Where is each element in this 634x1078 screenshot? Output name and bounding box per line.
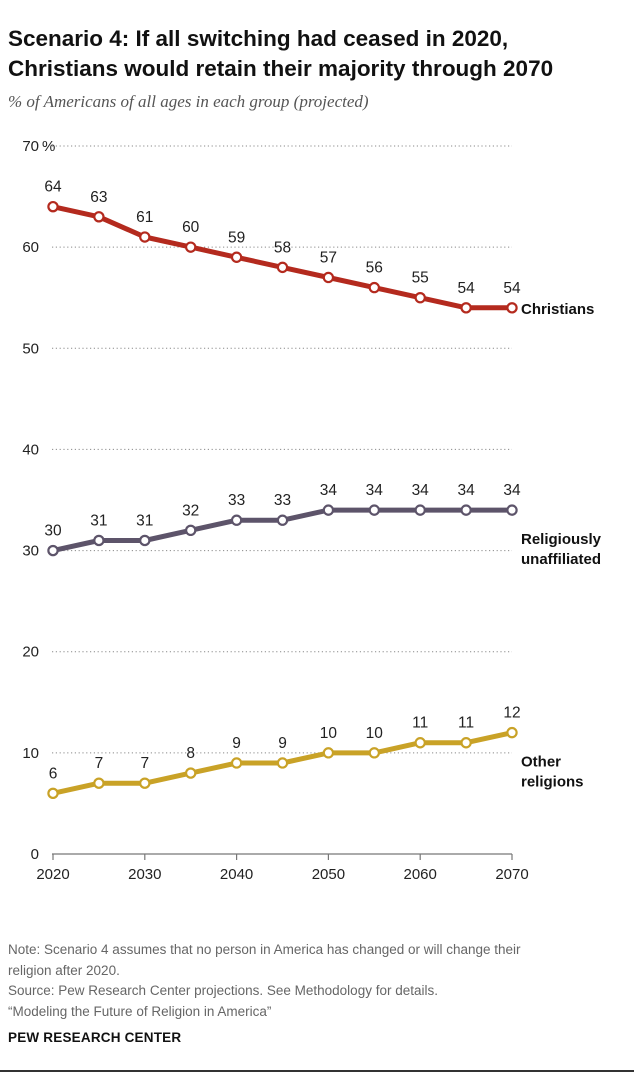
data-label-christians-2050: 57 [320, 249, 337, 266]
point-other-religions-2040 [230, 757, 243, 769]
point-religiously-unaffiliated-2025 [93, 534, 105, 547]
point-other-religions-2060 [414, 737, 426, 749]
point-christians-2055 [368, 281, 380, 294]
y-tick-label-20: 20 [22, 644, 39, 661]
point-religiously-unaffiliated-2020 [47, 544, 59, 557]
y-tick-label-30: 30 [22, 543, 39, 560]
data-label-christians-2055: 56 [366, 260, 383, 277]
data-label-other-religions-2020: 6 [49, 765, 58, 782]
data-label-christians-2065: 54 [457, 280, 475, 297]
data-label-christians-2060: 55 [412, 270, 429, 287]
point-christians-2020 [47, 200, 59, 213]
point-other-religions-2050 [322, 747, 335, 759]
x-tick-label-2040: 2040 [220, 866, 253, 883]
point-religiously-unaffiliated-2030 [139, 534, 151, 547]
chart-title: Scenario 4: If all switching had ceased … [8, 24, 628, 84]
title-line-2: Christians would retain their majority t… [8, 56, 554, 81]
data-label-other-religions-2070: 12 [503, 705, 520, 722]
data-label-other-religions-2035: 8 [186, 745, 195, 762]
data-label-christians-2045: 58 [274, 239, 291, 256]
data-label-religiously-unaffiliated-2025: 31 [90, 512, 107, 529]
x-tick-label-2020: 2020 [36, 866, 69, 883]
data-label-christians-2070: 54 [503, 280, 521, 297]
data-label-religiously-unaffiliated-2070: 34 [503, 482, 521, 499]
point-religiously-unaffiliated-2055 [368, 504, 380, 516]
point-christians-2065 [460, 302, 472, 314]
point-christians-2050 [322, 271, 335, 284]
point-religiously-unaffiliated-2060 [414, 504, 426, 516]
data-label-christians-2020: 64 [44, 179, 62, 196]
data-label-christians-2040: 59 [228, 229, 245, 246]
data-label-other-religions-2060: 11 [412, 715, 428, 732]
series-label-other-religions-1: religions [521, 774, 584, 791]
source-line: Source: Pew Research Center projections.… [8, 983, 438, 998]
point-other-religions-2030 [139, 777, 151, 789]
point-christians-2040 [230, 251, 243, 263]
point-christians-2030 [139, 231, 151, 243]
data-label-religiously-unaffiliated-2030: 31 [136, 512, 153, 529]
data-label-christians-2030: 61 [136, 209, 153, 226]
title-line-1: Scenario 4: If all switching had ceased … [8, 26, 509, 51]
point-christians-2045 [276, 261, 289, 274]
data-label-christians-2025: 63 [90, 189, 107, 206]
y-unit-label: % [42, 138, 55, 155]
series-label-religiously-unaffiliated-0: Religiously [521, 531, 602, 548]
notes: Note: Scenario 4 assumes that no person … [8, 940, 608, 1022]
note-line-1: Note: Scenario 4 assumes that no person … [8, 942, 521, 957]
x-tick-label-2060: 2060 [404, 866, 437, 883]
x-tick-label-2030: 2030 [128, 866, 161, 883]
report-line: “Modeling the Future of Religion in Amer… [8, 1003, 272, 1019]
point-other-religions-2025 [93, 777, 105, 789]
y-tick-label-70: 70 [22, 138, 39, 155]
data-label-other-religions-2045: 9 [278, 735, 287, 752]
point-christians-2025 [93, 211, 105, 223]
series-label-christians-0: Christians [521, 301, 594, 318]
data-label-other-religions-2055: 10 [366, 725, 384, 742]
point-christians-2060 [414, 292, 426, 304]
y-tick-label-40: 40 [22, 441, 39, 458]
y-tick-label-10: 10 [22, 745, 39, 762]
point-other-religions-2045 [276, 757, 289, 769]
data-label-other-religions-2050: 10 [320, 725, 338, 742]
series-line-christians [50, 204, 515, 311]
data-label-religiously-unaffiliated-2060: 34 [412, 482, 430, 499]
data-label-religiously-unaffiliated-2035: 32 [182, 502, 199, 519]
chart-subtitle: % of Americans of all ages in each group… [8, 92, 369, 111]
point-religiously-unaffiliated-2050 [322, 504, 335, 516]
data-label-religiously-unaffiliated-2055: 34 [366, 482, 384, 499]
y-tick-label-60: 60 [22, 239, 39, 256]
point-other-religions-2065 [460, 737, 472, 749]
y-tick-label-0: 0 [31, 846, 39, 863]
note-line-2: religion after 2020. [8, 962, 120, 978]
point-other-religions-2035 [184, 767, 197, 779]
point-religiously-unaffiliated-2040 [230, 514, 243, 526]
data-label-other-religions-2065: 11 [458, 715, 474, 732]
point-religiously-unaffiliated-2065 [460, 504, 472, 516]
data-label-other-religions-2025: 7 [95, 755, 104, 772]
data-label-other-religions-2030: 7 [140, 755, 149, 772]
data-label-christians-2035: 60 [182, 219, 200, 236]
x-tick-label-2050: 2050 [312, 866, 345, 883]
data-label-religiously-unaffiliated-2040: 33 [228, 492, 245, 509]
point-other-religions-2020 [47, 787, 59, 800]
data-label-other-religions-2040: 9 [232, 735, 241, 752]
x-tick-label-2070: 2070 [495, 866, 528, 883]
point-other-religions-2055 [368, 747, 380, 759]
y-tick-label-50: 50 [22, 340, 39, 357]
data-label-religiously-unaffiliated-2050: 34 [320, 482, 338, 499]
point-religiously-unaffiliated-2070 [506, 504, 518, 516]
point-other-religions-2070 [506, 726, 518, 739]
brand-footer: PEW RESEARCH CENTER [8, 1030, 182, 1045]
series-label-religiously-unaffiliated-1: unaffiliated [521, 551, 601, 568]
series-label-other-religions-0: Other [521, 754, 561, 771]
point-religiously-unaffiliated-2035 [184, 524, 197, 537]
bottom-rule [0, 1070, 634, 1072]
point-christians-2035 [184, 241, 197, 253]
data-label-religiously-unaffiliated-2065: 34 [457, 482, 475, 499]
data-label-religiously-unaffiliated-2045: 33 [274, 492, 291, 509]
point-christians-2070 [506, 302, 518, 314]
point-religiously-unaffiliated-2045 [276, 514, 289, 526]
data-label-religiously-unaffiliated-2020: 30 [44, 523, 62, 540]
